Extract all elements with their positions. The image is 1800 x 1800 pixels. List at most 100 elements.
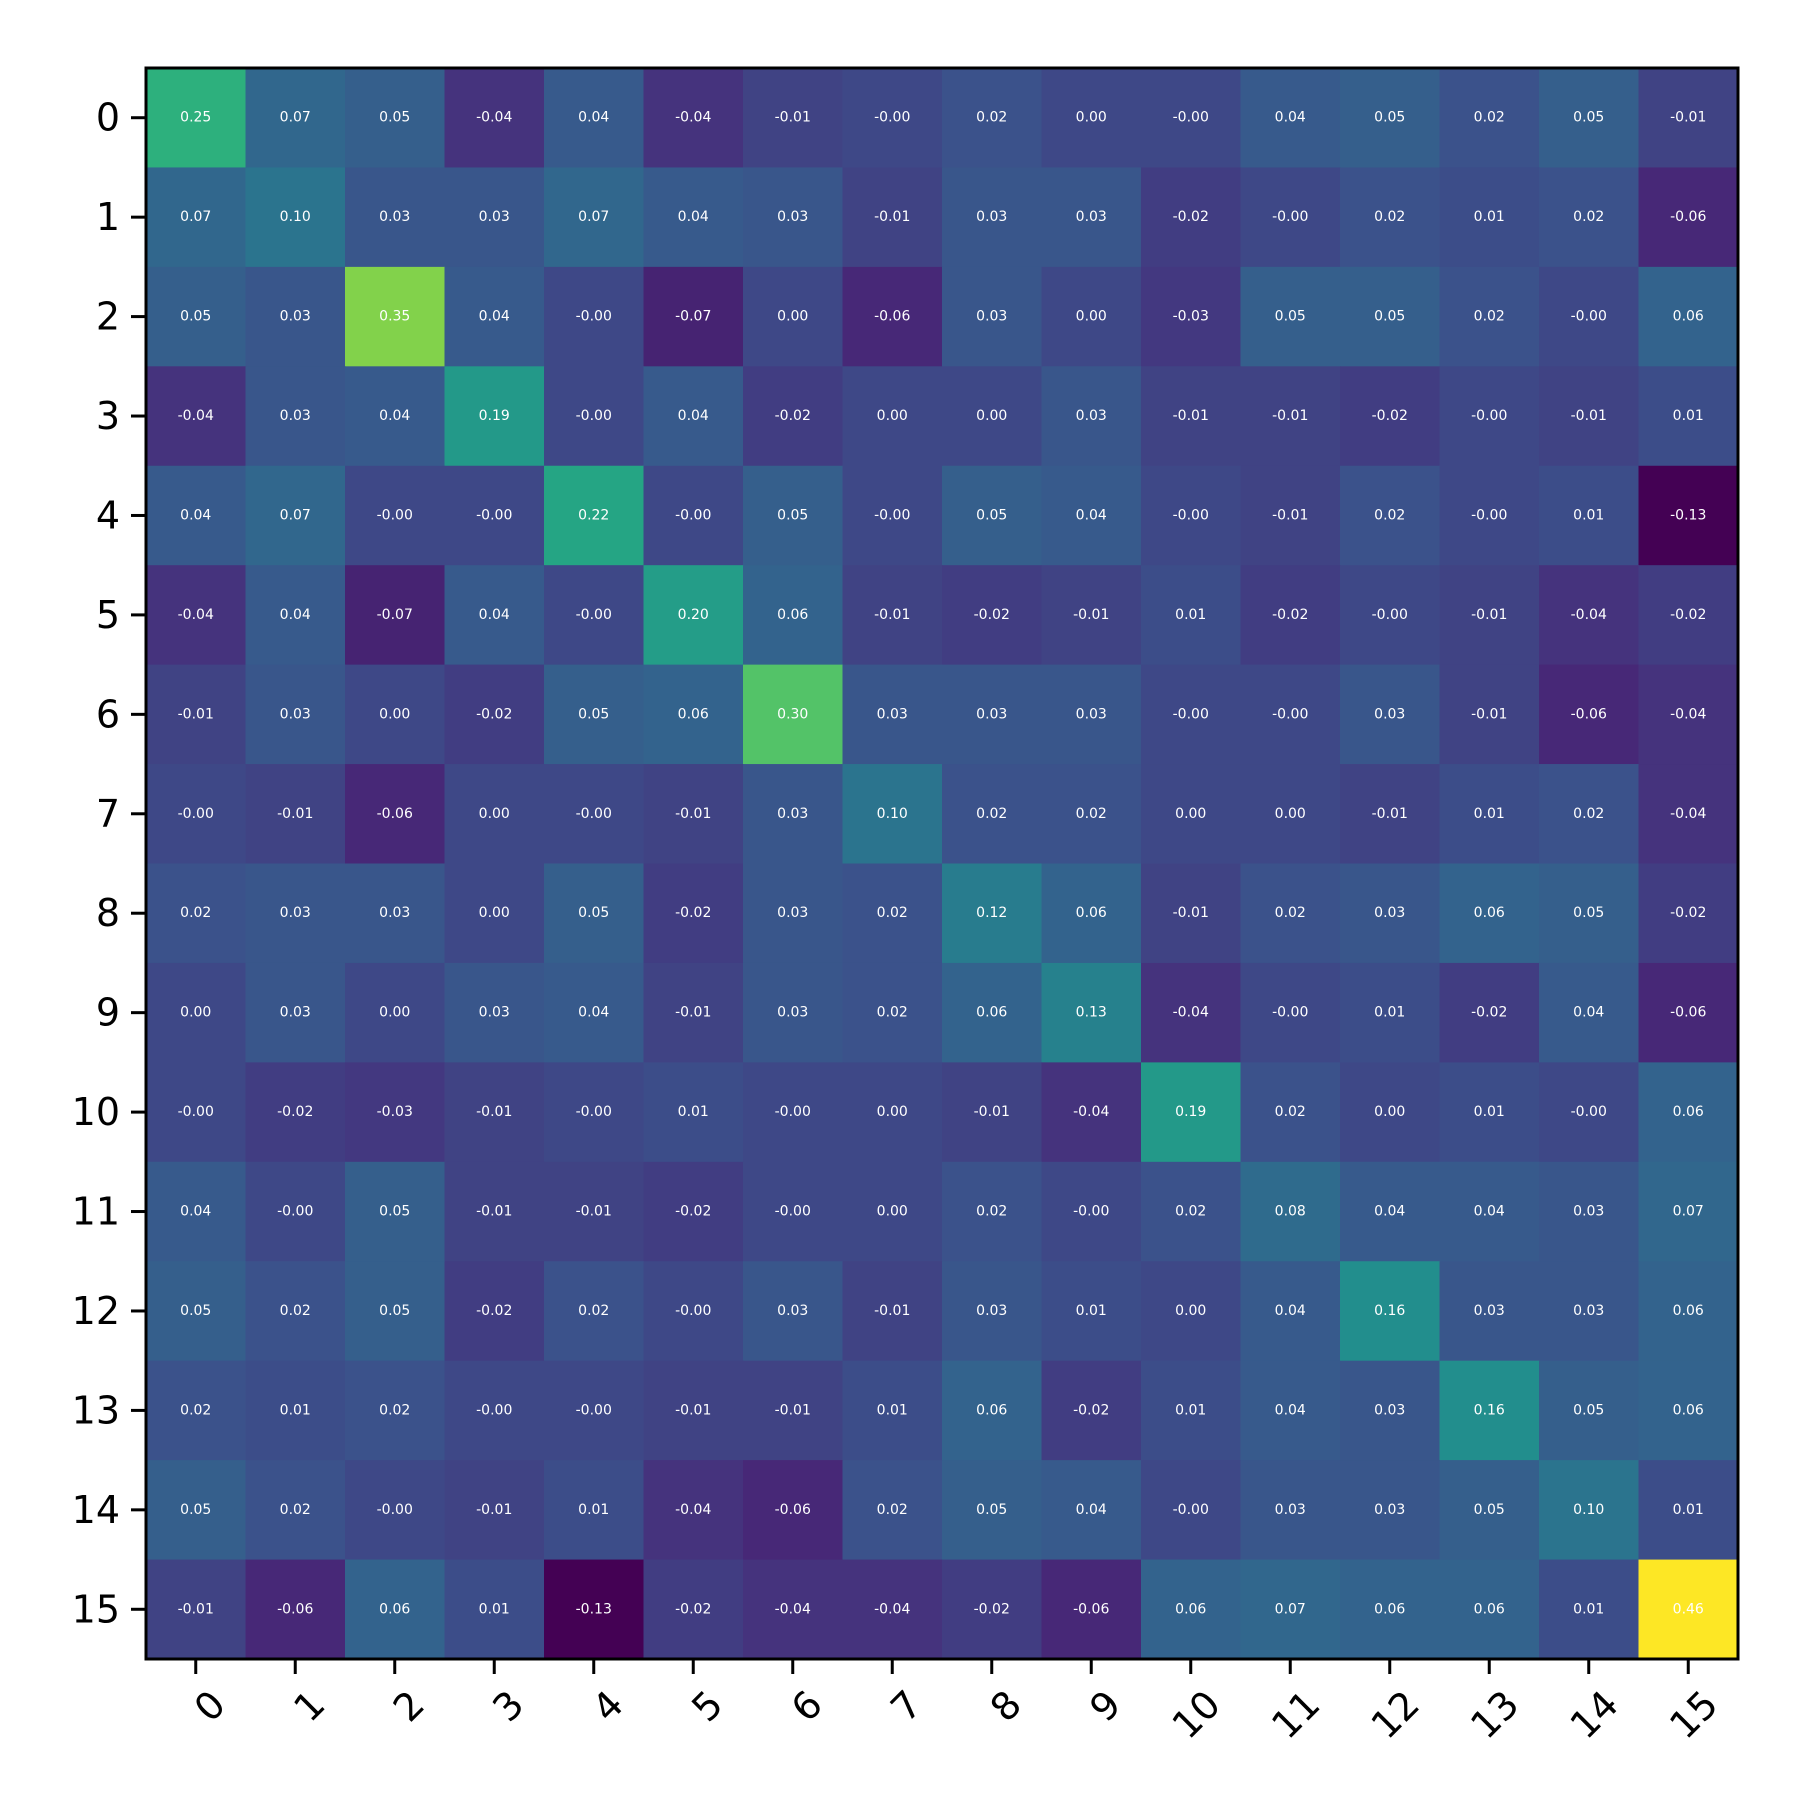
heatmap-cell-r14-c15 (1638, 1460, 1739, 1561)
cell-value-label: 0.02 (976, 110, 1007, 126)
cell-value-label: 0.00 (1275, 806, 1306, 822)
heatmap-cell-r11-c14 (1539, 1161, 1640, 1262)
cell-value-label: 0.02 (180, 1402, 211, 1418)
cell-value-label: -0.00 (576, 806, 612, 822)
cell-value-label: -0.01 (1670, 110, 1706, 126)
heatmap-cell-r6-c14 (1539, 664, 1640, 765)
cell-value-label: 0.06 (1175, 1601, 1206, 1617)
heatmap-cell-r9-c14 (1539, 962, 1640, 1063)
cell-value-label: 0.05 (1275, 309, 1306, 325)
cell-value-label: 0.02 (1374, 507, 1405, 523)
heatmap-cell-r5-c6 (743, 565, 844, 666)
heatmap-cell-r5-c11 (1240, 565, 1341, 666)
heatmap-cell-r6-c4 (544, 664, 645, 765)
heatmap-cell-r11-c15 (1638, 1161, 1739, 1262)
cell-value-label: 0.06 (1673, 1303, 1704, 1319)
heatmap-cell-r1-c14 (1539, 167, 1640, 268)
cell-value-label: -0.01 (1471, 706, 1507, 722)
cell-value-label: -0.00 (178, 1104, 214, 1120)
cell-value-label: 0.03 (777, 905, 808, 921)
x-tick-label: 8 (982, 1682, 1030, 1730)
heatmap-cell-r12-c8 (942, 1261, 1043, 1362)
cell-value-label: 0.10 (280, 209, 311, 225)
heatmap-cell-r14-c0 (146, 1460, 247, 1561)
heatmap-cell-r13-c12 (1340, 1360, 1441, 1461)
heatmap-cell-r10-c0 (146, 1062, 247, 1163)
y-tick-label: 0 (96, 96, 120, 140)
heatmap-cell-r11-c9 (1041, 1161, 1142, 1262)
cell-value-label: 0.02 (180, 905, 211, 921)
x-tick-label: 3 (484, 1682, 532, 1730)
heatmap-cell-r10-c10 (1141, 1062, 1242, 1163)
heatmap-cell-r10-c13 (1439, 1062, 1540, 1163)
heatmap-cell-r4-c14 (1539, 465, 1640, 566)
heatmap-cells (146, 68, 1739, 1660)
cell-value-label: 0.07 (180, 209, 211, 225)
cell-value-label: 0.01 (1474, 1104, 1505, 1120)
cell-value-label: 0.00 (976, 408, 1007, 424)
cell-value-label: -0.00 (576, 309, 612, 325)
heatmap-cell-r3-c14 (1539, 366, 1640, 467)
heatmap-cell-r0-c1 (245, 68, 346, 169)
heatmap-cell-r6-c3 (444, 664, 545, 765)
cell-value-label: 0.03 (1374, 1402, 1405, 1418)
heatmap-cell-r11-c13 (1439, 1161, 1540, 1262)
heatmap-cell-r6-c5 (643, 664, 744, 765)
cell-value-label: -0.04 (476, 110, 512, 126)
cell-value-label: 0.03 (1076, 706, 1107, 722)
cell-value-label: 0.03 (1573, 1303, 1604, 1319)
cell-value-label: 0.01 (1474, 209, 1505, 225)
cell-value-label: 0.02 (976, 1204, 1007, 1220)
heatmap-cell-r12-c13 (1439, 1261, 1540, 1362)
cell-value-label: 0.04 (280, 607, 311, 623)
cell-value-label: 0.03 (280, 706, 311, 722)
cell-value-label: -0.00 (675, 1303, 711, 1319)
cell-value-label: 0.12 (976, 905, 1007, 921)
cell-value-label: -0.02 (1471, 1005, 1507, 1021)
heatmap-cell-r0-c5 (643, 68, 744, 169)
cell-value-label: 0.02 (1573, 806, 1604, 822)
cell-value-label: 0.03 (1374, 905, 1405, 921)
heatmap-cell-r2-c14 (1539, 266, 1640, 367)
cell-value-label: 0.02 (379, 1402, 410, 1418)
cell-value-label: 0.13 (1076, 1005, 1107, 1021)
cell-value-label: -0.06 (874, 309, 910, 325)
heatmap-cell-r0-c10 (1141, 68, 1242, 169)
heatmap-cell-r4-c3 (444, 465, 545, 566)
heatmap-cell-r11-c10 (1141, 1161, 1242, 1262)
cell-value-label: -0.03 (377, 1104, 413, 1120)
cell-value-label: 0.04 (180, 507, 211, 523)
cell-value-label: 0.05 (1374, 309, 1405, 325)
cell-value-label: -0.00 (576, 1104, 612, 1120)
cell-value-label: -0.00 (775, 1104, 811, 1120)
cell-value-label: -0.00 (476, 507, 512, 523)
cell-value-label: 0.06 (1673, 309, 1704, 325)
heatmap-cell-r7-c5 (643, 764, 744, 865)
heatmap-cell-r10-c3 (444, 1062, 545, 1163)
heatmap-cell-r0-c12 (1340, 68, 1441, 169)
heatmap-cell-r5-c3 (444, 565, 545, 666)
heatmap-cell-r8-c9 (1041, 863, 1142, 964)
heatmap-cell-r5-c9 (1041, 565, 1142, 666)
heatmap-cell-r4-c15 (1638, 465, 1739, 566)
heatmap-cell-r3-c11 (1240, 366, 1341, 467)
heatmap-cell-r15-c3 (444, 1559, 545, 1660)
heatmap-cell-r9-c3 (444, 962, 545, 1063)
y-tick-label: 8 (96, 891, 120, 935)
cell-value-label: 0.04 (1275, 110, 1306, 126)
heatmap-cell-r13-c7 (842, 1360, 943, 1461)
cell-value-label: -0.04 (1073, 1104, 1109, 1120)
heatmap-cell-r10-c4 (544, 1062, 645, 1163)
x-tick-label: 6 (783, 1682, 831, 1730)
heatmap-cell-r13-c2 (345, 1360, 446, 1461)
cell-value-label: 0.07 (1673, 1204, 1704, 1220)
heatmap-cell-r14-c13 (1439, 1460, 1540, 1561)
cell-value-label: 0.02 (1076, 806, 1107, 822)
y-tick-label: 11 (72, 1190, 120, 1234)
cell-value-label: 0.01 (1573, 507, 1604, 523)
heatmap-cell-r10-c7 (842, 1062, 943, 1163)
heatmap-cell-r15-c5 (643, 1559, 744, 1660)
heatmap-cell-r0-c11 (1240, 68, 1341, 169)
cell-value-label: 0.00 (777, 309, 808, 325)
